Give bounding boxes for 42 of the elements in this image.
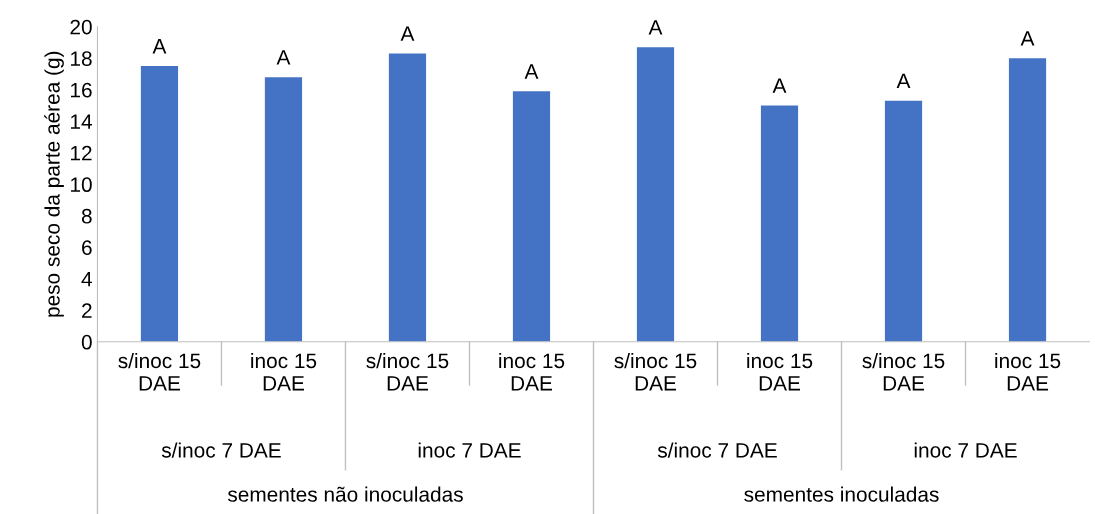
y-tick-label: 2 [82, 303, 92, 318]
x-tick-label: inoc 15 DAE [995, 352, 1061, 391]
text: s/inoc 7 DAE [657, 442, 777, 458]
bar [1008, 58, 1047, 342]
x-tick-label: s/inoc 15 DAE [366, 352, 449, 391]
bar [512, 91, 551, 342]
y-tick-label: 18 [71, 51, 92, 66]
y-axis-title: peso seco da parte aérea (g) [44, 51, 64, 317]
bar [388, 53, 427, 342]
data-label: A [1020, 31, 1035, 46]
y-tick-label: 6 [82, 240, 92, 256]
x-tick-label: s/inoc 15 DAE [118, 352, 201, 391]
bar [760, 105, 799, 342]
x-tick-label: inoc 15 DAE [251, 352, 317, 391]
y-tick-label: 8 [81, 208, 92, 224]
x-tick-label: s/inoc 15 DAE [862, 352, 945, 391]
x-tick-label: inoc 15 DAE [499, 352, 565, 391]
bar [264, 77, 303, 342]
y-tick-label: 4 [81, 272, 92, 287]
y-tick-label: 0 [81, 334, 92, 350]
text: s/inoc 7 DAE [161, 442, 281, 458]
x-tick-label: s/inoc 15 DAE [614, 352, 697, 391]
y-tick-label: 20 [70, 19, 92, 35]
data-label: A [524, 64, 539, 79]
text: sementes não inoculadas [227, 486, 463, 502]
bar [884, 100, 923, 342]
bar [140, 66, 179, 342]
text: inoc 7 DAE [914, 442, 1017, 458]
data-label: A [276, 50, 291, 65]
bar [636, 47, 675, 342]
data-label: A [896, 73, 911, 89]
data-label: A [772, 78, 787, 93]
data-label: A [152, 39, 167, 54]
data-label: A [648, 20, 663, 35]
y-tick-label: 10 [71, 177, 92, 193]
x-tick-label: inoc 15 DAE [747, 352, 813, 391]
y-tick-label: 12 [71, 145, 92, 161]
y-tick-label: 14 [71, 114, 92, 129]
y-tick-label: 16 [71, 82, 92, 98]
data-label: A [400, 26, 415, 41]
text: sementes inoculadas [744, 486, 939, 502]
text: inoc 7 DAE [418, 442, 521, 458]
